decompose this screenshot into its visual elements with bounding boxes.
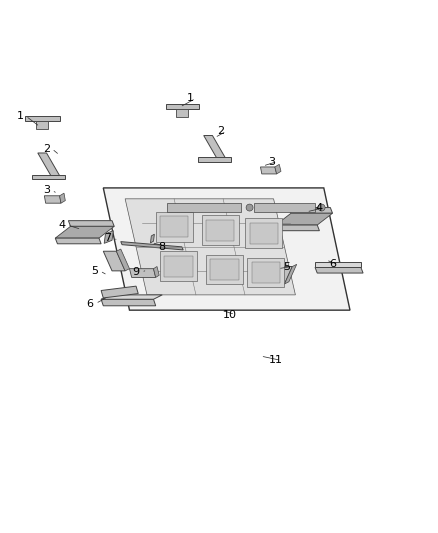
Polygon shape xyxy=(117,249,130,271)
Text: 4: 4 xyxy=(58,220,65,230)
Polygon shape xyxy=(164,256,193,277)
Polygon shape xyxy=(160,251,197,281)
Polygon shape xyxy=(101,299,155,306)
Polygon shape xyxy=(101,295,162,299)
Text: 3: 3 xyxy=(268,157,275,167)
Polygon shape xyxy=(254,203,315,212)
Polygon shape xyxy=(275,164,281,174)
Text: 2: 2 xyxy=(43,143,50,154)
Polygon shape xyxy=(289,207,332,213)
Text: 6: 6 xyxy=(329,260,336,269)
Polygon shape xyxy=(160,216,188,237)
Polygon shape xyxy=(104,231,113,244)
Polygon shape xyxy=(103,251,125,271)
Polygon shape xyxy=(201,215,239,245)
Text: 6: 6 xyxy=(87,298,94,309)
Text: 7: 7 xyxy=(104,233,111,243)
Polygon shape xyxy=(166,203,241,212)
Polygon shape xyxy=(252,262,280,283)
Polygon shape xyxy=(206,255,243,285)
Polygon shape xyxy=(103,188,350,310)
Text: 5: 5 xyxy=(283,262,290,271)
Polygon shape xyxy=(130,269,155,277)
Polygon shape xyxy=(121,241,183,250)
Polygon shape xyxy=(204,135,226,158)
Polygon shape xyxy=(176,109,188,117)
Polygon shape xyxy=(60,193,65,203)
Polygon shape xyxy=(68,221,114,227)
Polygon shape xyxy=(25,116,60,121)
Polygon shape xyxy=(247,258,285,287)
Text: 5: 5 xyxy=(91,266,98,276)
Polygon shape xyxy=(206,220,234,241)
Polygon shape xyxy=(44,196,61,203)
Polygon shape xyxy=(261,167,277,174)
Polygon shape xyxy=(315,268,363,273)
Text: 1: 1 xyxy=(17,111,24,121)
Polygon shape xyxy=(285,264,297,284)
Polygon shape xyxy=(125,199,295,295)
Polygon shape xyxy=(250,223,278,244)
Polygon shape xyxy=(38,153,60,176)
Polygon shape xyxy=(101,286,138,298)
Polygon shape xyxy=(36,121,48,129)
Circle shape xyxy=(246,204,253,211)
Text: 1: 1 xyxy=(187,93,194,103)
Polygon shape xyxy=(55,238,101,244)
Polygon shape xyxy=(198,157,231,161)
Polygon shape xyxy=(276,213,332,225)
Circle shape xyxy=(318,204,325,211)
Polygon shape xyxy=(272,266,292,284)
Polygon shape xyxy=(166,103,199,109)
Polygon shape xyxy=(153,266,159,277)
Text: 8: 8 xyxy=(159,242,166,252)
Polygon shape xyxy=(55,227,114,238)
Polygon shape xyxy=(315,262,361,268)
Text: 10: 10 xyxy=(223,310,237,319)
Text: 11: 11 xyxy=(269,356,283,365)
Text: 3: 3 xyxy=(43,185,50,195)
Text: 9: 9 xyxy=(132,267,140,277)
Polygon shape xyxy=(276,225,319,231)
Polygon shape xyxy=(150,234,154,243)
Polygon shape xyxy=(155,212,193,241)
Polygon shape xyxy=(210,259,239,280)
Polygon shape xyxy=(32,175,65,179)
Polygon shape xyxy=(245,219,283,248)
Text: 2: 2 xyxy=(218,126,225,136)
Text: 4: 4 xyxy=(316,203,323,213)
